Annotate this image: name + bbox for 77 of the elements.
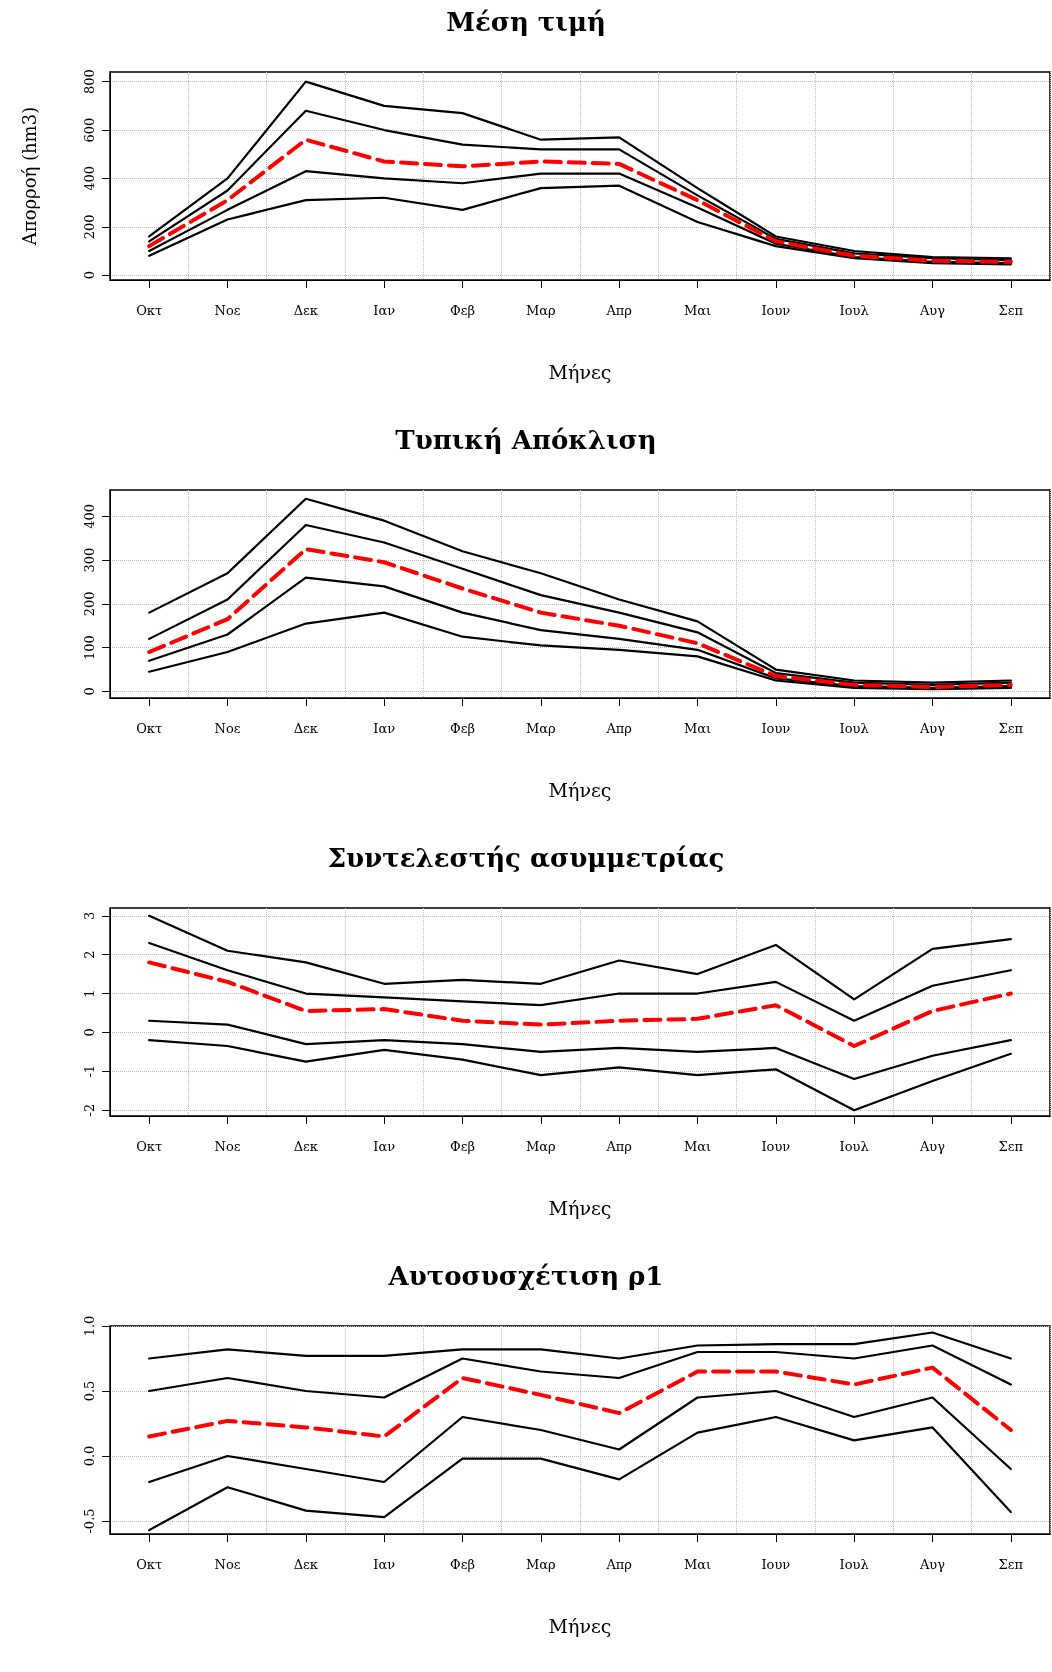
x-tick-label: Οκτ [136,721,163,736]
y-tick-label: 300 [82,547,97,573]
x-tick-label: Μαρ [525,1139,556,1154]
x-tick-label: Φεβ [450,303,475,318]
x-tick-label: Μαι [683,1557,712,1572]
x-tick-label: Οκτ [136,1557,163,1572]
x-tick-label: Νοε [214,1139,241,1154]
x-tick-label: Αυγ [918,303,946,318]
x-tick-label: Φεβ [450,721,475,736]
chart-title: Τυπική Απόκλιση [395,425,657,455]
y-tick-label: 600 [82,117,97,143]
x-tick-label: Σεπ [998,721,1024,736]
x-tick-label: Σεπ [998,1557,1024,1572]
x-tick-label: Νοε [214,303,241,318]
y-tick-label: 100 [82,635,97,661]
x-tick-label: Οκτ [136,303,163,318]
y-tick-label: -1 [82,1064,97,1078]
x-tick-label: Μαι [683,303,712,318]
y-tick-label: 2 [82,950,97,959]
y-axis-title: Απορροή (hm3) [18,106,40,247]
y-tick-label: 1.0 [82,1315,97,1337]
x-tick-label: Νοε [214,1557,241,1572]
y-tick-label: -2 [82,1103,97,1117]
x-tick-label: Δεκ [293,721,318,736]
x-axis-title: Μήνες [548,360,612,383]
x-tick-label: Ιουν [761,721,791,736]
x-tick-label: Δεκ [293,1139,318,1154]
x-tick-label: Νοε [214,721,241,736]
y-tick-label: 1 [82,989,97,998]
y-tick-label: 800 [82,69,97,95]
y-tick-label: 0.0 [82,1445,97,1467]
y-tick-label: -0.5 [82,1508,97,1534]
x-tick-label: Οκτ [136,1139,163,1154]
x-tick-label: Μαι [683,721,712,736]
y-tick-label: 3 [82,911,97,920]
x-tick-label: Μαι [683,1139,712,1154]
x-tick-label: Ιουλ [839,1557,869,1572]
x-tick-label: Ιαν [373,1139,396,1154]
x-tick-label: Απρ [605,721,632,736]
chart-title: Αυτοσυσχέτιση ρ1 [387,1261,664,1291]
y-tick-label: 0.5 [82,1380,97,1402]
x-tick-label: Φεβ [450,1139,475,1154]
y-tick-label: 200 [82,214,97,240]
x-tick-label: Ιουλ [839,303,869,318]
y-tick-label: 0 [82,687,97,696]
x-tick-label: Ιουν [761,1557,791,1572]
x-tick-label: Ιουλ [839,1139,869,1154]
x-tick-label: Μαρ [525,1557,556,1572]
y-tick-label: 200 [82,591,97,617]
x-tick-label: Ιουν [761,303,791,318]
x-tick-label: Σεπ [998,1139,1024,1154]
x-tick-label: Μαρ [525,303,556,318]
x-tick-label: Απρ [605,1557,632,1572]
x-tick-label: Δεκ [293,1557,318,1572]
x-tick-label: Ιαν [373,303,396,318]
x-tick-label: Αυγ [918,721,946,736]
x-axis-title: Μήνες [548,1196,612,1219]
x-tick-label: Φεβ [450,1557,475,1572]
x-tick-label: Απρ [605,1139,632,1154]
x-tick-label: Ιουν [761,1139,791,1154]
x-tick-label: Απρ [605,303,632,318]
x-tick-label: Μαρ [525,721,556,736]
x-tick-label: Σεπ [998,303,1024,318]
y-tick-label: 0 [82,271,97,280]
x-tick-label: Ιαν [373,721,396,736]
x-axis-title: Μήνες [548,1614,612,1637]
y-tick-label: 0 [82,1028,97,1037]
y-tick-label: 400 [82,166,97,191]
chart-title: Μέση τιμή [446,7,606,37]
x-tick-label: Αυγ [918,1139,946,1154]
y-tick-label: 400 [82,503,97,529]
x-axis-title: Μήνες [548,778,612,801]
chart-title: Συντελεστής ασυμμετρίας [327,843,725,873]
x-tick-label: Δεκ [293,303,318,318]
x-tick-label: Ιουλ [839,721,869,736]
x-tick-label: Ιαν [373,1557,396,1572]
x-tick-label: Αυγ [918,1557,946,1572]
